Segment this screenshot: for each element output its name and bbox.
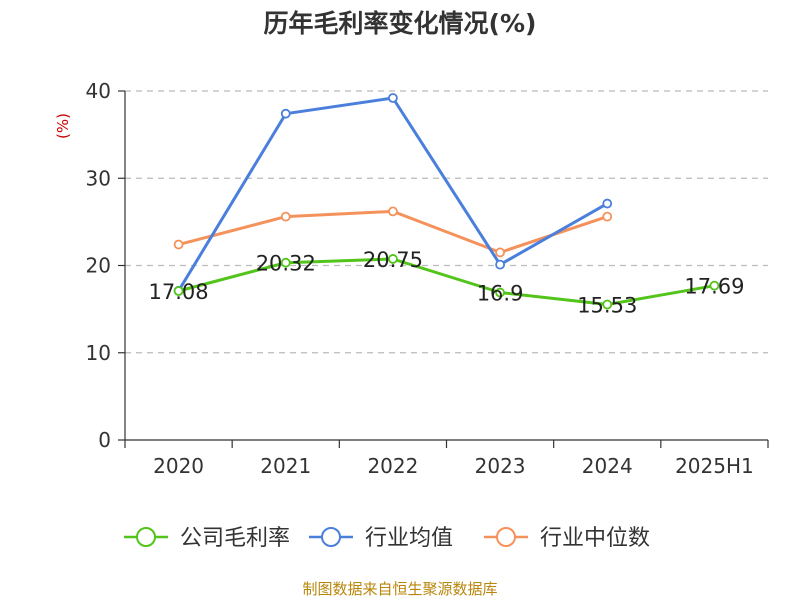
grid-lines xyxy=(125,90,768,354)
source-note: 制图数据来自恒生聚源数据库 xyxy=(302,580,497,598)
legend-marker-0 xyxy=(136,527,156,547)
data-label-2022: 20.75 xyxy=(363,248,423,272)
point-s2-2024 xyxy=(602,211,613,222)
point-s2-2022 xyxy=(388,206,398,217)
x-tick-label-2025H1: 2025H1 xyxy=(675,454,754,478)
point-s0-2023 xyxy=(495,287,505,298)
legend: 公司毛利率 行业均值 行业中位数 xyxy=(124,526,650,551)
y-tick-label-20: 20 xyxy=(86,254,111,278)
data-label-2025H1: 17.69 xyxy=(684,275,744,299)
legend-marker-2 xyxy=(496,527,516,547)
point-s1-2023 xyxy=(495,259,505,270)
point-s2-2023 xyxy=(495,247,505,258)
legend-label-2: 行业中位数 xyxy=(540,526,650,551)
y-axis-unit: (%) xyxy=(54,113,72,139)
point-s2-2021 xyxy=(280,211,291,222)
point-s1-2024 xyxy=(602,198,613,209)
legend-item-1: 行业均值 xyxy=(309,526,453,551)
point-s1-2022 xyxy=(388,93,398,103)
legend-label-0: 公司毛利率 xyxy=(180,526,290,551)
series-layer xyxy=(173,93,720,310)
point-s0-2022 xyxy=(388,254,398,264)
data-labels: 17.08 20.32 20.75 16.9 15.53 17.69 xyxy=(149,248,745,318)
data-label-2023: 16.9 xyxy=(477,282,524,306)
x-tick-label-2022: 2022 xyxy=(367,454,418,478)
point-s1-2021 xyxy=(280,108,291,119)
x-tick-label-2021: 2021 xyxy=(260,454,311,478)
data-label-2024: 15.53 xyxy=(577,294,637,318)
x-tick-label-2024: 2024 xyxy=(582,454,633,478)
data-label-2020: 17.08 xyxy=(149,280,209,304)
y-tick-label-0: 0 xyxy=(98,428,111,452)
x-tick-label-2023: 2023 xyxy=(475,454,526,478)
legend-label-1: 行业均值 xyxy=(365,526,453,551)
point-s0-2020 xyxy=(173,286,184,296)
chart-title: 历年毛利率变化情况(%) xyxy=(264,9,537,38)
legend-item-2: 行业中位数 xyxy=(484,526,650,551)
point-s2-2020 xyxy=(173,239,184,250)
y-tick-label-30: 30 xyxy=(86,166,111,190)
x-tick-label-2020: 2020 xyxy=(153,454,204,478)
point-s0-2021 xyxy=(280,257,291,268)
series-line-0 xyxy=(178,257,715,306)
y-axis-ticks: 0 10 20 30 40 xyxy=(86,79,126,452)
y-tick-label-40: 40 xyxy=(86,79,111,103)
y-tick-label-10: 10 xyxy=(86,341,111,365)
data-label-2021: 20.32 xyxy=(256,252,316,276)
point-s0-2024 xyxy=(602,299,613,310)
legend-marker-1 xyxy=(321,527,341,547)
legend-item-0: 公司毛利率 xyxy=(124,526,290,551)
series-line-2 xyxy=(178,209,608,254)
point-s0-2025H1 xyxy=(709,280,720,291)
x-axis: 2020 2021 2022 2023 2024 2025H1 xyxy=(124,439,769,478)
